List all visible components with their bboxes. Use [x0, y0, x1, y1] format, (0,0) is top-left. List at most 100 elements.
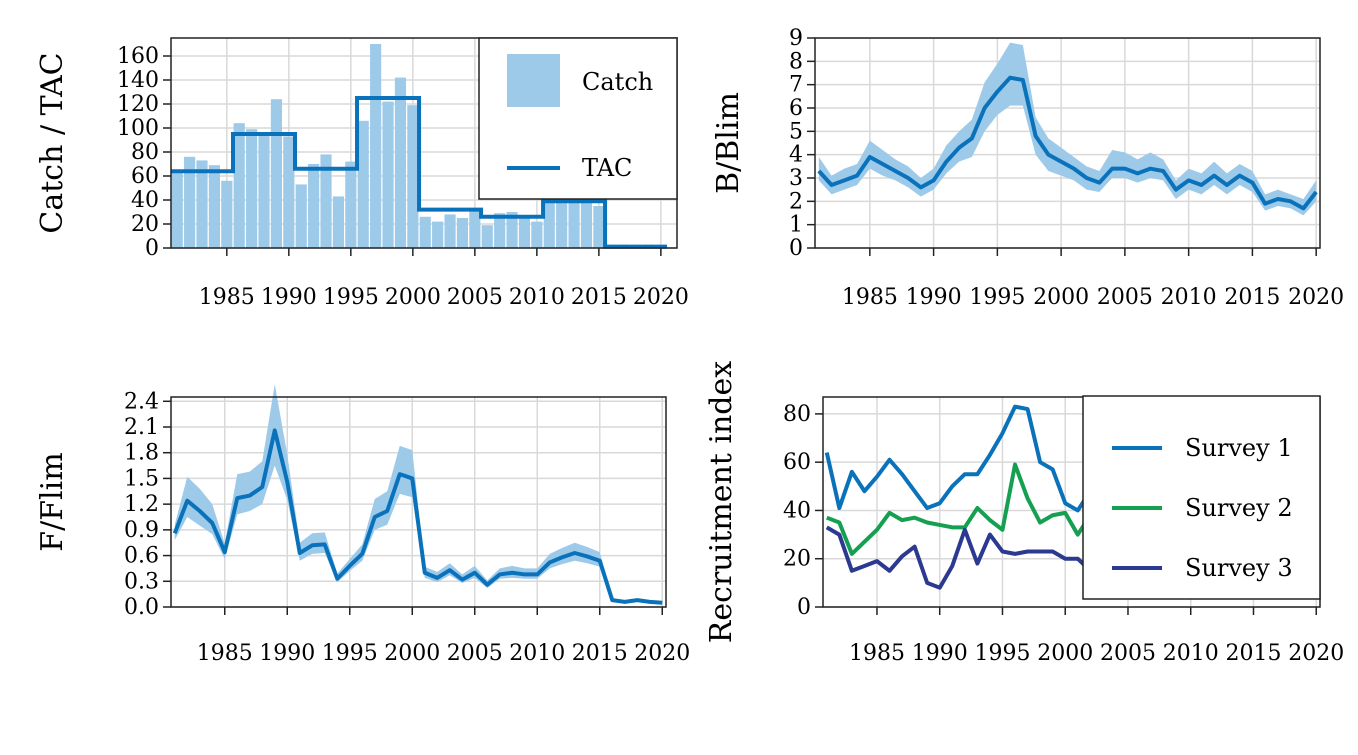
y-tick-label: 1.5: [124, 466, 159, 491]
x-tick-label: 2005: [447, 641, 503, 666]
x-tick-label: 2010: [1163, 641, 1219, 666]
series-line-1: [817, 75, 1318, 211]
y-tick-label: 160: [117, 44, 159, 69]
y-tick-label: 1.8: [124, 441, 159, 466]
legend-label: Survey 2: [1185, 494, 1293, 522]
x-tick-label: 1990: [906, 285, 962, 310]
y-tick-label: 3: [789, 166, 803, 191]
bar: [258, 132, 270, 248]
bar: [469, 210, 481, 248]
y-tick-label: 0: [145, 236, 159, 261]
y-tick-label: 0.3: [124, 569, 159, 594]
bar: [283, 136, 295, 248]
x-tick-label: 1990: [912, 641, 968, 666]
y-tick-label: 100: [117, 116, 159, 141]
bar: [184, 156, 196, 248]
x-tick-label: 2000: [384, 641, 440, 666]
y-tick-label: 80: [783, 402, 811, 427]
bar: [593, 206, 605, 248]
x-tick-label: 2005: [1100, 641, 1156, 666]
x-tick-label: 2015: [572, 641, 628, 666]
bar: [568, 198, 580, 248]
x-tick-label: 2020: [633, 285, 689, 310]
bar: [246, 129, 258, 248]
y-tick-label: 7: [789, 73, 803, 98]
y-tick-label: 0.0: [124, 595, 159, 620]
x-tick-label: 2010: [1161, 285, 1217, 310]
y-tick-label: 40: [783, 498, 811, 523]
catch-bars: [171, 44, 667, 248]
legend-label: Survey 3: [1185, 554, 1293, 582]
x-axis: 1985 1990 1995 2000 2005 2010 2015 2020: [199, 248, 689, 310]
bar: [407, 105, 419, 248]
x-tick-label: 2020: [1288, 285, 1344, 310]
legend-swatch-catch: [507, 54, 560, 107]
x-tick-label: 2015: [1224, 285, 1280, 310]
x-tick-label: 1985: [842, 285, 898, 310]
y-tick-label: 60: [783, 450, 811, 475]
bar: [233, 123, 245, 248]
legend-box: [1082, 395, 1321, 600]
bar: [456, 218, 469, 248]
y-tick-label: 2.1: [124, 415, 159, 440]
bar: [320, 154, 332, 248]
bar: [543, 201, 555, 248]
legend-label: Survey 1: [1185, 434, 1293, 462]
bar: [345, 161, 357, 248]
x-tick-label: 2015: [571, 285, 627, 310]
confidence-band: [818, 42, 1317, 216]
bar: [432, 221, 444, 248]
x-tick-label: 1985: [199, 285, 255, 310]
x-tick-label: 1990: [259, 641, 315, 666]
bar: [370, 44, 382, 248]
bar: [332, 196, 345, 248]
x-axis: 1985 1990 1995 2000 2005 2010 2015 2020: [849, 607, 1344, 666]
y-tick-label: 1: [789, 213, 803, 238]
legend-label-tac: TAC: [582, 154, 632, 182]
x-axis: 1985 1990 1995 2000 2005 2010 2015 2020: [842, 248, 1344, 310]
x-tick-label: 1985: [849, 641, 905, 666]
x-tick-label: 2020: [1288, 641, 1344, 666]
x-tick-label: 2000: [1037, 641, 1093, 666]
bar: [506, 212, 518, 248]
y-tick-label: 0.9: [124, 518, 159, 543]
y-tick-label: 80: [131, 140, 159, 165]
y-tick-label: 0: [797, 595, 811, 620]
confidence-band: [174, 384, 663, 604]
x-tick-label: 1990: [261, 285, 317, 310]
bar: [518, 216, 531, 248]
y-tick-label: 4: [789, 143, 803, 168]
y-tick-label: 0: [789, 236, 803, 261]
bar: [270, 99, 282, 248]
y-tick-label: 2: [789, 189, 803, 214]
y-tick-label: 8: [789, 49, 803, 74]
series-line-2: [826, 462, 1093, 556]
y-tick-label: 1.2: [124, 492, 159, 517]
y-tick-label: 5: [789, 119, 803, 144]
x-tick-label: 1995: [322, 641, 378, 666]
x-tick-label: 2000: [385, 285, 441, 310]
bar: [196, 160, 208, 248]
bar: [382, 101, 394, 248]
bar: [308, 164, 320, 248]
plot-frame: [814, 37, 1321, 249]
y-axis-label: B/Blim: [711, 92, 746, 194]
y-axis-label: F/Flim: [35, 452, 70, 551]
x-tick-label: 1985: [197, 641, 253, 666]
y-tick-label: 20: [131, 212, 159, 237]
bar: [394, 77, 407, 248]
y-tick-label: 140: [117, 68, 159, 93]
x-tick-label: 2010: [509, 641, 565, 666]
x-tick-label: 1995: [974, 641, 1030, 666]
y-axis: 0.00.30.60.91.21.51.82.12.4: [124, 389, 171, 620]
bar: [221, 180, 233, 248]
series-line-1: [172, 428, 663, 605]
tac-step-line: [171, 96, 668, 249]
series-line-3: [825, 525, 1092, 590]
y-tick-label: 9: [789, 26, 803, 51]
bar: [419, 216, 431, 248]
